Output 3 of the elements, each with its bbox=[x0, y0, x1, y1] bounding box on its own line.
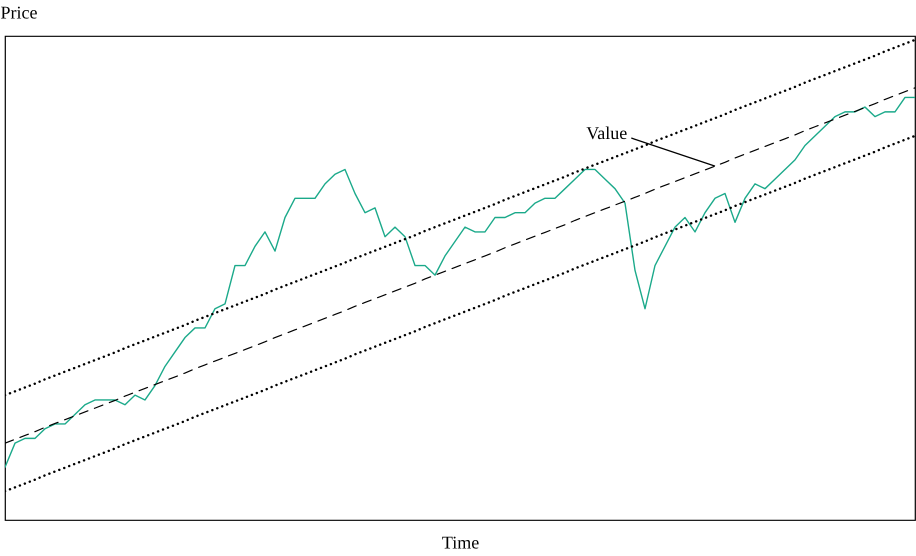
annotation: Value bbox=[586, 123, 628, 144]
y-axis-title: Price bbox=[0, 2, 38, 22]
x-axis-title: Time bbox=[442, 532, 480, 552]
